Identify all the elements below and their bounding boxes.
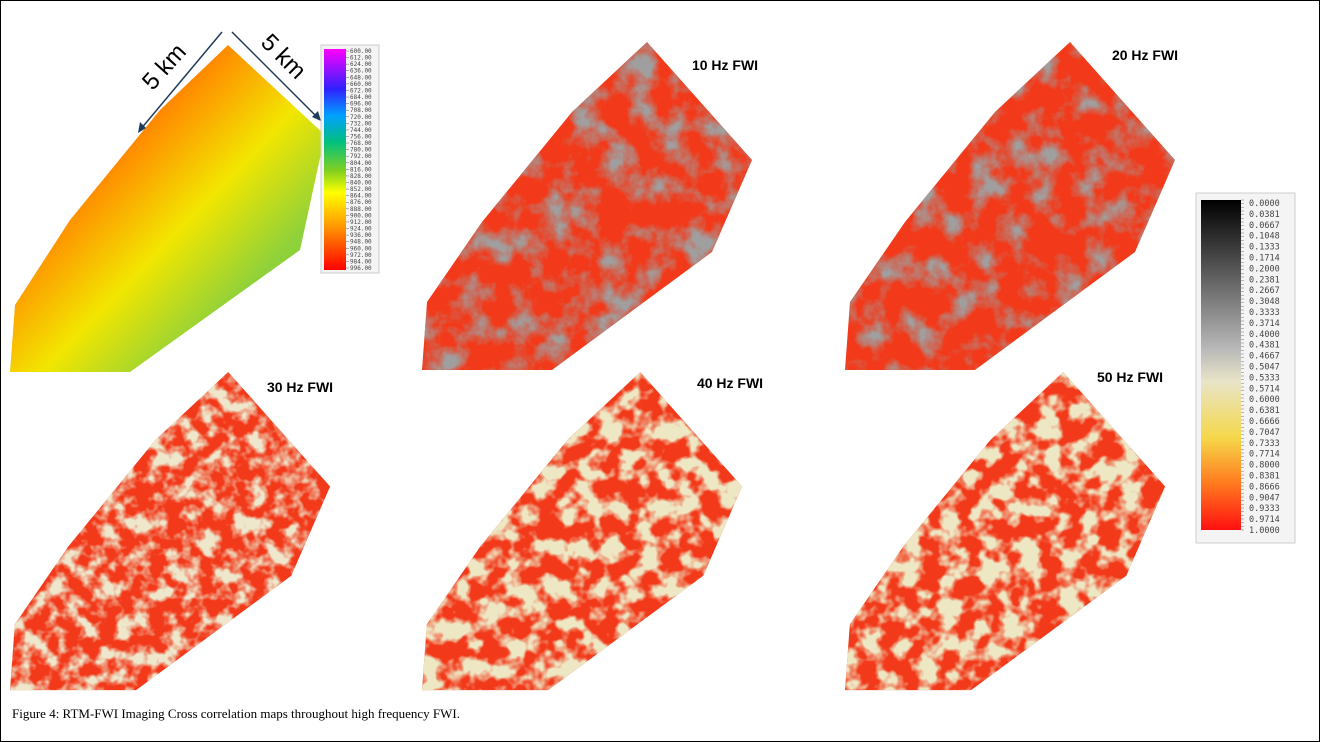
- colorbar-label: 0.3714: [1249, 319, 1280, 329]
- colorbar-label: 0.4381: [1249, 341, 1280, 351]
- colorbar-label: 0.2667: [1249, 286, 1280, 296]
- map-texture: [422, 372, 742, 690]
- velocity-colorbar: [324, 49, 346, 270]
- map-texture: [10, 372, 330, 690]
- colorbar-label: 0.9714: [1249, 515, 1280, 525]
- colorbar-label: 0.5047: [1249, 363, 1280, 373]
- colorbar-label: 0.7047: [1249, 428, 1280, 438]
- colorbar-label: 0.2381: [1249, 275, 1280, 285]
- colorbar-label: 1.0000: [1249, 526, 1280, 536]
- scale-label: 5 km: [255, 29, 311, 85]
- panel-label: 20 Hz FWI: [1112, 47, 1178, 63]
- colorbar-label: 0.7714: [1249, 450, 1280, 460]
- colorbar-label: 0.0667: [1249, 221, 1280, 231]
- velocity-map: [10, 45, 325, 372]
- colorbar-label: 0.4000: [1249, 330, 1280, 340]
- colorbar-label: 0.9047: [1249, 493, 1280, 503]
- panel-label: 30 Hz FWI: [267, 379, 333, 395]
- panel-label: 10 Hz FWI: [692, 57, 758, 73]
- panel-label: 50 Hz FWI: [1097, 369, 1163, 385]
- colorbar-label: 0.8000: [1249, 461, 1280, 471]
- colorbar-label: 0.8381: [1249, 472, 1280, 482]
- colorbar-label: 0.0000: [1249, 199, 1280, 209]
- correlation-colorbar: [1201, 200, 1241, 530]
- map-texture: [845, 42, 1175, 370]
- colorbar-label: 996.00: [350, 265, 372, 272]
- colorbar-label: 0.3333: [1249, 308, 1280, 318]
- map-texture: [422, 42, 752, 370]
- colorbar-label: 0.4667: [1249, 352, 1280, 362]
- scale-label: 5 km: [137, 39, 192, 96]
- colorbar-label: 0.5333: [1249, 373, 1280, 383]
- colorbar-label: 0.1048: [1249, 232, 1280, 242]
- colorbar-label: 0.1333: [1249, 243, 1280, 253]
- colorbar-label: 0.1714: [1249, 254, 1280, 264]
- colorbar-label: 0.5714: [1249, 384, 1280, 394]
- colorbar-label: 0.0381: [1249, 210, 1280, 220]
- colorbar-label: 0.6000: [1249, 395, 1280, 405]
- colorbar-label: 0.8666: [1249, 482, 1280, 492]
- colorbar-label: 0.7333: [1249, 439, 1280, 449]
- figure: 5 km 5 km 600.00612.00624.00636.00648.00…: [0, 0, 1320, 742]
- caption: Figure 4: RTM-FWI Imaging Cross correlat…: [12, 706, 460, 721]
- colorbar-label: 0.6381: [1249, 406, 1280, 416]
- colorbar-label: 0.9333: [1249, 504, 1280, 514]
- colorbar-label: 0.3048: [1249, 297, 1280, 307]
- colorbar-label: 0.6666: [1249, 417, 1280, 427]
- colorbar-label: 0.2000: [1249, 264, 1280, 274]
- panel-label: 40 Hz FWI: [697, 375, 763, 391]
- map-texture: [845, 372, 1165, 690]
